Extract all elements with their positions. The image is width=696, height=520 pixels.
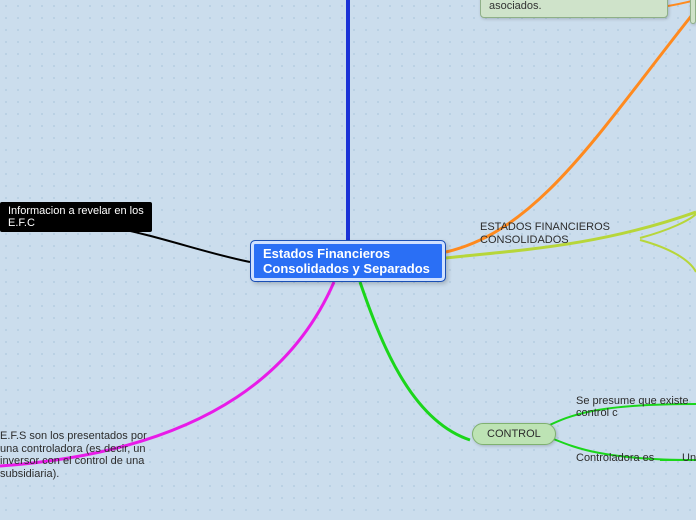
node-separados-desc[interactable]: subsidiarias, negocios conjuntos y asoci… (480, 0, 668, 18)
node-efs-desc[interactable]: E.F.S son los presentados por una contro… (0, 430, 160, 481)
node-control[interactable]: CONTROL (472, 423, 556, 445)
branch-yg-sub2 (640, 240, 696, 272)
node-control-presume[interactable]: Se presume que existe control c (576, 395, 696, 419)
node-info-revelar[interactable]: Informacion a revelar en los E.F.C (0, 202, 152, 232)
center-node[interactable]: Estados Financieros Consolidados y Separ… (250, 240, 446, 282)
node-una[interactable]: Una (682, 452, 696, 464)
node-controladora-es[interactable]: Controladora es (576, 452, 654, 464)
branch-yg-sub1 (640, 214, 696, 238)
branch-orange (446, 10, 696, 252)
branch-green (360, 282, 470, 440)
node-efc-label[interactable]: ESTADOS FINANCIEROS CONSOLIDADOS (480, 221, 640, 246)
node-stub-right-top (690, 0, 696, 24)
